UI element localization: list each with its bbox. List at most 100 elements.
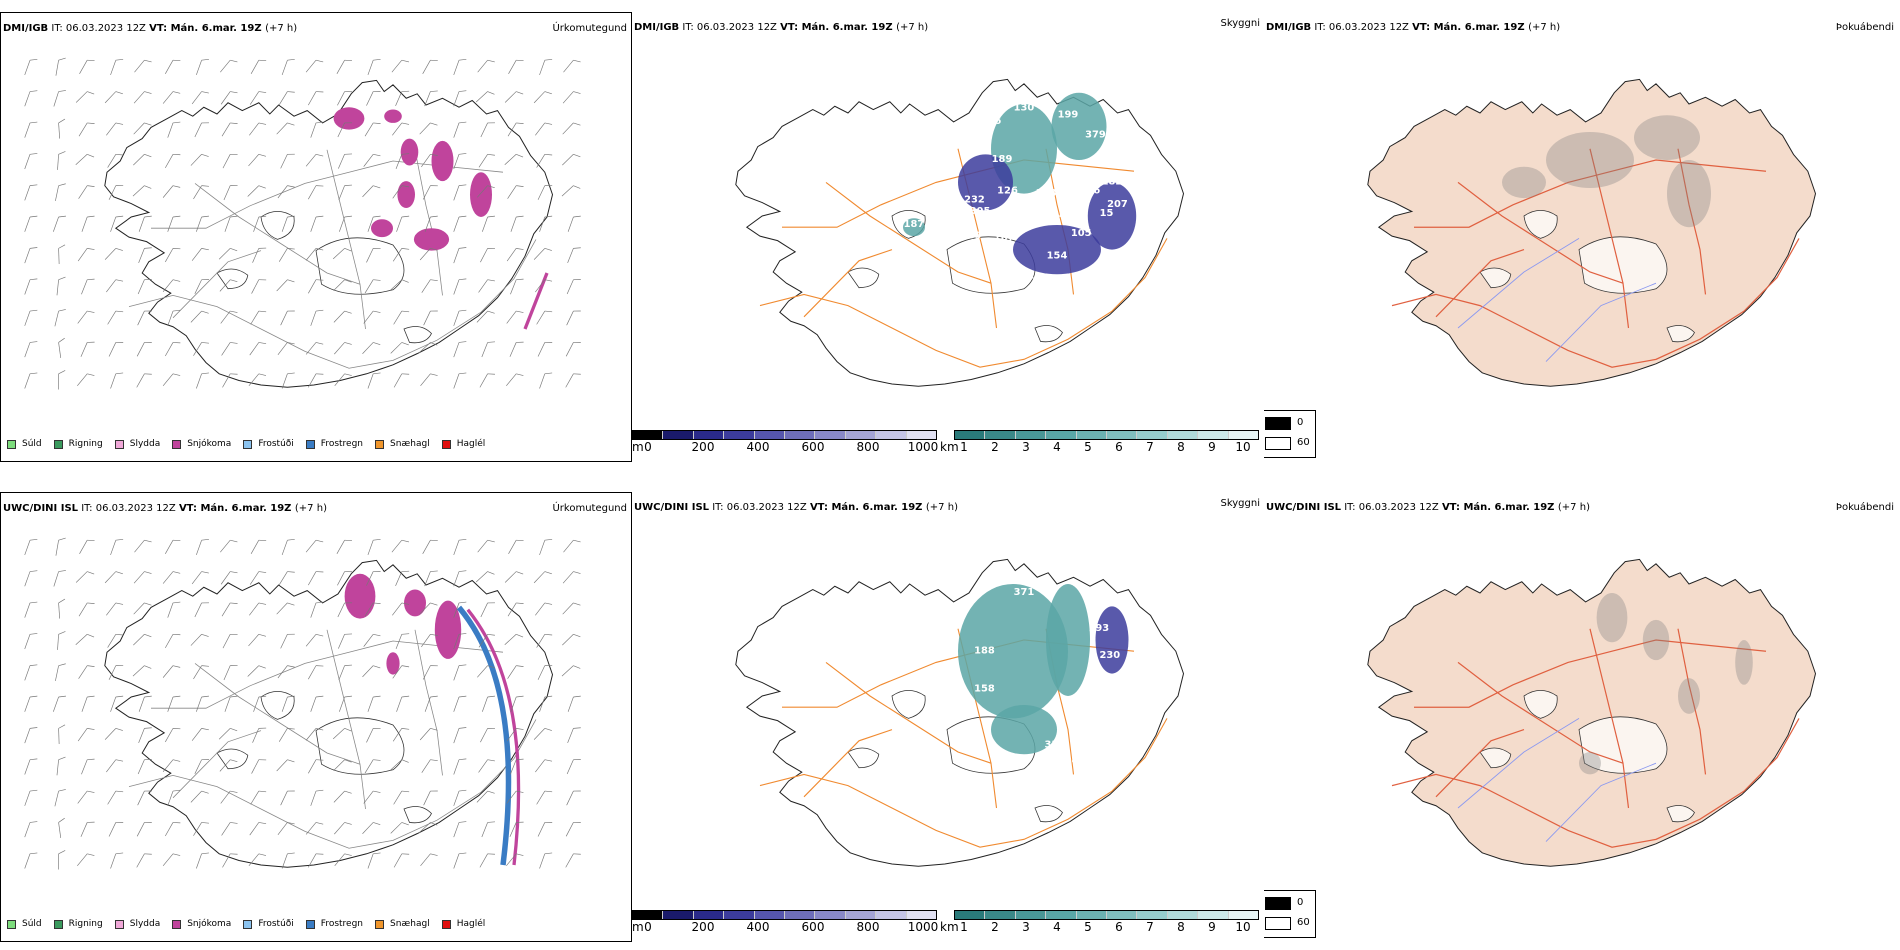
vt-label: VT: (1441, 502, 1464, 513)
wind-barb (566, 790, 581, 806)
wind-barb (222, 153, 238, 169)
wind-barb (81, 758, 95, 775)
wind-barb (536, 153, 553, 168)
it-label: IT: (81, 503, 96, 514)
wind-barb (24, 309, 38, 326)
wind-barb (477, 665, 495, 678)
wind-barb (106, 122, 124, 136)
wind-barb (138, 247, 152, 264)
wind-barb (79, 59, 95, 74)
wind-barb (77, 790, 95, 804)
cloud-base-tick: 600 (801, 920, 825, 934)
wind-barb (339, 695, 352, 712)
legend-swatch (7, 439, 16, 449)
wind-barb (224, 215, 238, 232)
colorbar-segment (845, 911, 877, 919)
glacier-outline (847, 267, 880, 289)
wind-barb (221, 122, 238, 137)
cloud-base-label: 154 (1047, 250, 1068, 261)
wind-barb (424, 570, 438, 587)
wind-barb (539, 695, 553, 712)
wind-barb (422, 539, 438, 554)
snow-area (404, 589, 426, 617)
wind-barb (536, 633, 553, 648)
cloud-cover-legend: 0 60 (1264, 890, 1316, 938)
wind-barb (110, 852, 124, 869)
wind-barb (535, 759, 553, 773)
wind-barb (367, 215, 381, 232)
cloud-base-label: 230 (1099, 650, 1120, 661)
wind-barb (78, 665, 95, 679)
wind-barb (562, 633, 581, 646)
wind-barb (108, 665, 124, 680)
wind-barb (480, 602, 495, 618)
wind-barb (136, 853, 152, 868)
it-label: IT: (51, 23, 66, 34)
wind-barb (222, 633, 238, 649)
wind-barb (110, 695, 124, 712)
wind-barb (110, 539, 124, 556)
wind-barb (191, 571, 209, 585)
wind-barb (280, 790, 295, 806)
wind-barb (24, 372, 38, 389)
light-label: 60 (1297, 437, 1310, 448)
glacier-outline (315, 237, 405, 295)
wind-barb (537, 342, 553, 357)
wind-barb (396, 695, 410, 712)
wind-barb (333, 759, 352, 771)
wind-barb (533, 571, 552, 584)
wind-barb (193, 342, 209, 356)
wind-barb (80, 341, 95, 357)
wind-barb (224, 695, 238, 712)
cloud-base-label: 6 (927, 130, 934, 141)
wind-barb (277, 342, 295, 356)
glacier-outline (216, 748, 249, 770)
legend-label: Snæhagl (390, 439, 430, 449)
cloud-base-label: 149 (1052, 210, 1073, 221)
precip-type-legend: Súld Rigning Slydda Snjókoma Frostúði Frostre… (7, 919, 497, 929)
wind-barb (562, 153, 581, 166)
visibility-colorbar (954, 910, 1259, 920)
dark-label: 0 (1297, 897, 1304, 908)
legend-item: Haglél (441, 919, 485, 929)
wind-barb (535, 602, 553, 616)
wind-barb (536, 790, 553, 805)
wind-barb (24, 341, 38, 358)
wind-barb (24, 570, 38, 587)
wind-barb (278, 571, 295, 586)
wind-barb (78, 185, 95, 199)
wind-barb (507, 185, 524, 199)
fog-indicator-area (1546, 132, 1634, 188)
wind-barb (106, 279, 124, 293)
legend-swatch (172, 439, 182, 449)
colorbar-segment (724, 431, 755, 439)
glacier-outline (847, 747, 880, 769)
iceland-coastline (735, 558, 1185, 867)
wind-barb (481, 341, 495, 358)
legend-item: Snæhagl (375, 919, 430, 929)
wind-barb (194, 122, 209, 138)
panel-title: Skyggni (1220, 498, 1260, 509)
colorbar-segment (845, 431, 877, 439)
legend-label: Frostúði (258, 439, 294, 449)
wind-barb (191, 728, 209, 741)
wind-barb (278, 728, 295, 742)
wind-barb (53, 90, 66, 107)
visibility-tick: 7 (1146, 920, 1154, 934)
road-line (1677, 148, 1707, 295)
wind-barb (24, 121, 38, 138)
dmi-fog-panel: DMI/IGB IT: 06.03.2023 12Z VT: Mán. 6.ma… (1264, 12, 1896, 462)
wind-barb (58, 850, 66, 870)
wind-barb (367, 852, 381, 869)
colorbar-segment (876, 431, 907, 439)
model-name: UWC/DINI ISL (1266, 502, 1342, 513)
wind-barb (567, 215, 581, 232)
wind-barb (219, 759, 238, 772)
wind-barb (507, 122, 524, 137)
wind-barb (478, 633, 495, 648)
freezing-rain-band (456, 605, 512, 866)
wind-barb (396, 215, 410, 232)
legend-swatch (53, 439, 63, 449)
wind-barb (305, 59, 324, 73)
wind-barb (24, 664, 38, 681)
